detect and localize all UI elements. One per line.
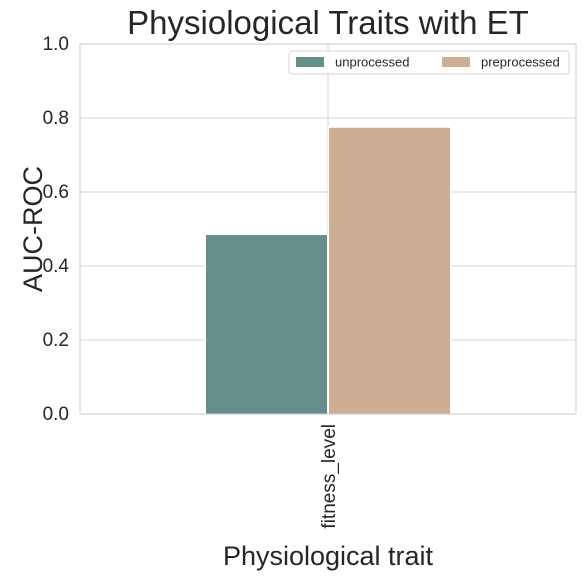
legend-swatch-unprocessed — [296, 57, 324, 67]
legend-swatch-preprocessed — [442, 57, 470, 67]
y-tick-label: 1.0 — [43, 34, 69, 55]
x-tick-label: fitness_level — [319, 424, 340, 529]
x-axis-label: Physiological trait — [223, 541, 434, 571]
chart-title: Physiological Traits with ET — [127, 4, 529, 41]
bars — [206, 127, 451, 414]
bar-preprocessed — [329, 127, 451, 414]
legend: unprocessed preprocessed — [289, 51, 569, 74]
y-axis-label: AUC-ROC — [18, 166, 48, 292]
legend-label-unprocessed: unprocessed — [335, 55, 409, 70]
y-tick-label: 0.2 — [43, 330, 69, 351]
bar-unprocessed — [206, 235, 328, 414]
legend-label-preprocessed: preprocessed — [481, 55, 560, 70]
y-tick-label: 0.0 — [43, 404, 69, 425]
x-axis-ticks: fitness_level — [319, 424, 340, 529]
y-tick-label: 0.8 — [43, 108, 69, 129]
